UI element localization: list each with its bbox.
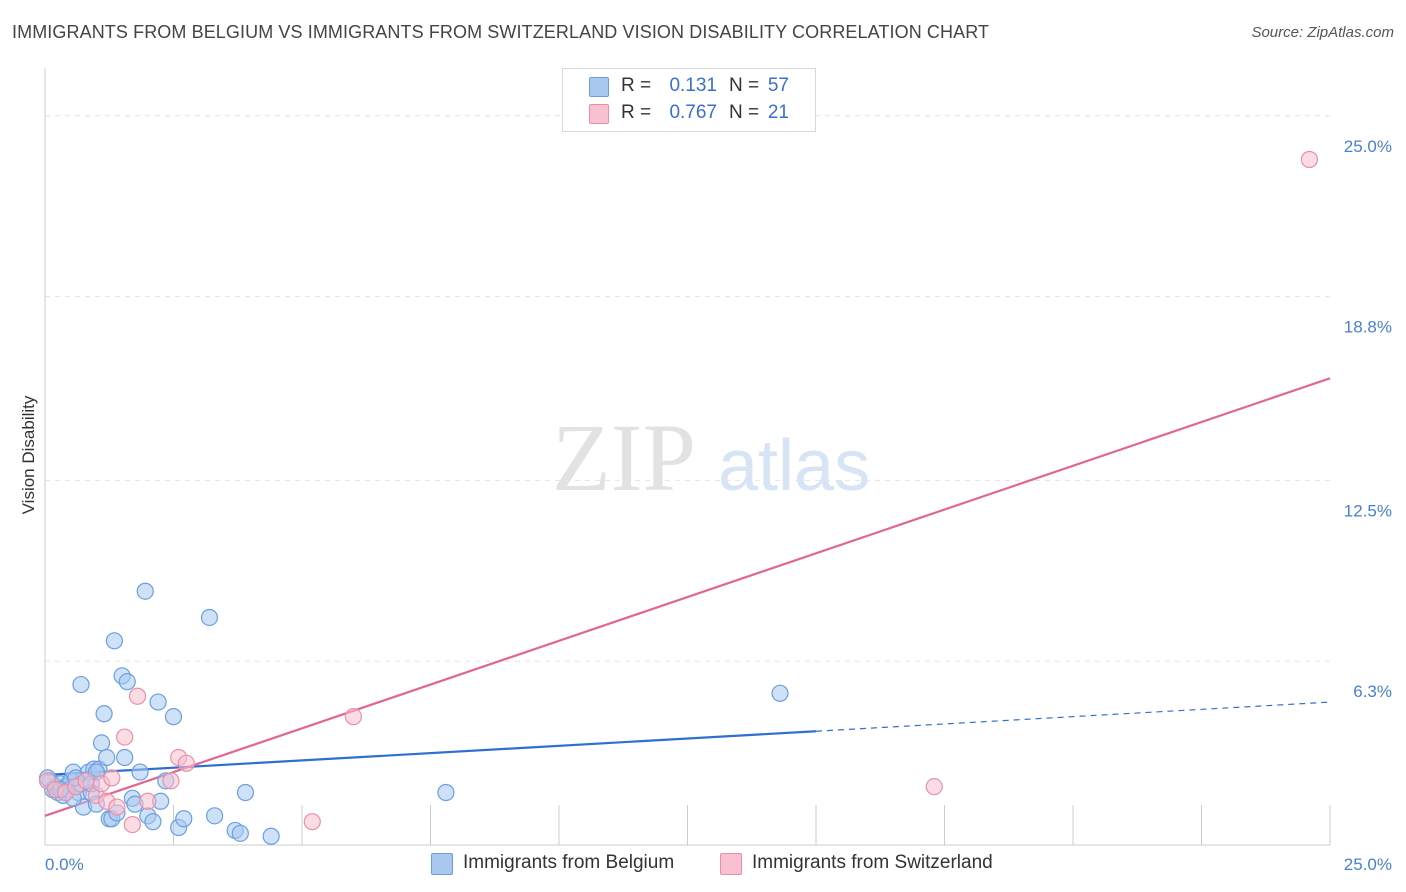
y-tick-label: 18.8% bbox=[1344, 318, 1392, 337]
data-point-switzerland bbox=[77, 772, 95, 790]
y-tick-label: 6.3% bbox=[1353, 682, 1392, 701]
data-point-switzerland bbox=[1300, 150, 1319, 169]
data-point-belgium bbox=[236, 783, 255, 802]
trend-line-switzerland bbox=[44, 377, 1331, 817]
data-point-belgium bbox=[105, 632, 123, 650]
watermark-zip: ZIP bbox=[552, 404, 696, 511]
bottom-legend-swatch-belgium bbox=[431, 853, 453, 875]
data-point-belgium bbox=[95, 705, 113, 723]
data-point-belgium bbox=[206, 807, 224, 825]
data-point-belgium bbox=[92, 734, 111, 752]
data-point-belgium bbox=[175, 810, 193, 828]
data-point-switzerland bbox=[128, 687, 147, 705]
grid-lines bbox=[45, 115, 1330, 662]
legend-n-value: 57 bbox=[767, 75, 789, 96]
legend-n-value: 21 bbox=[767, 102, 789, 123]
data-point-belgium bbox=[72, 675, 90, 694]
data-point-switzerland bbox=[925, 778, 943, 796]
source-label: Source: ZipAtlas.com bbox=[1251, 24, 1394, 41]
data-point-belgium bbox=[131, 763, 149, 781]
data-point-switzerland bbox=[303, 813, 321, 831]
data-point-switzerland bbox=[139, 792, 157, 810]
watermark: ZIP atlas bbox=[552, 404, 870, 511]
data-point-belgium bbox=[118, 673, 136, 691]
legend-r-value: 0.131 bbox=[669, 75, 717, 96]
legend-n-label: N = bbox=[729, 102, 760, 123]
data-point-belgium bbox=[136, 582, 154, 600]
legend-r-value: 0.767 bbox=[669, 102, 717, 123]
data-points bbox=[38, 150, 1319, 845]
data-point-switzerland bbox=[103, 769, 121, 787]
bottom-legend-label-belgium: Immigrants from Belgium bbox=[463, 852, 675, 873]
data-point-belgium bbox=[98, 748, 116, 767]
trend-lines bbox=[44, 377, 1331, 817]
legend-r-label: R = bbox=[621, 102, 652, 123]
legend-r-label: R = bbox=[621, 75, 652, 96]
data-point-belgium bbox=[262, 827, 280, 845]
legend-row-switzerland: R = 0.767 N = 21 bbox=[563, 101, 815, 127]
axes bbox=[44, 68, 1331, 846]
data-point-belgium bbox=[771, 684, 789, 702]
x-tick-label: 25.0% bbox=[1344, 855, 1392, 874]
legend-row-belgium: R = 0.131 N = 57 bbox=[563, 74, 815, 100]
data-point-belgium bbox=[149, 693, 167, 711]
data-point-belgium bbox=[164, 708, 183, 726]
data-point-belgium bbox=[116, 748, 134, 767]
y-tick-label: 12.5% bbox=[1344, 501, 1392, 520]
tick-labels: 6.3% 12.5% 18.8% 25.0% 0.0% 25.0% bbox=[45, 137, 1392, 874]
data-point-belgium bbox=[144, 813, 162, 831]
legend-n-label: N = bbox=[729, 75, 760, 96]
trend-line-extension-belgium bbox=[815, 701, 1331, 732]
legend-swatch-belgium bbox=[589, 77, 609, 97]
correlation-legend: R = 0.131 N = 57 R = 0.767 N = 21 bbox=[562, 68, 816, 132]
data-point-switzerland bbox=[344, 708, 362, 726]
data-point-belgium bbox=[437, 783, 455, 802]
data-point-switzerland bbox=[123, 815, 141, 834]
data-point-belgium bbox=[200, 608, 219, 627]
data-point-switzerland bbox=[162, 772, 180, 790]
y-axis-label: Vision Disability bbox=[19, 395, 38, 514]
bottom-legend-label-switzerland: Immigrants from Switzerland bbox=[752, 852, 993, 873]
chart-title: IMMIGRANTS FROM BELGIUM VS IMMIGRANTS FR… bbox=[12, 22, 990, 42]
y-tick-label: 25.0% bbox=[1344, 137, 1392, 156]
data-point-switzerland bbox=[177, 754, 195, 772]
data-point-switzerland bbox=[108, 798, 126, 816]
bottom-legend-swatch-switzerland bbox=[720, 853, 742, 875]
data-point-switzerland bbox=[116, 728, 134, 746]
data-point-belgium bbox=[231, 824, 249, 842]
trend-line-belgium bbox=[44, 730, 817, 777]
watermark-atlas: atlas bbox=[718, 426, 870, 506]
x-tick-label: 0.0% bbox=[45, 855, 84, 874]
legend-swatch-switzerland bbox=[589, 104, 609, 124]
